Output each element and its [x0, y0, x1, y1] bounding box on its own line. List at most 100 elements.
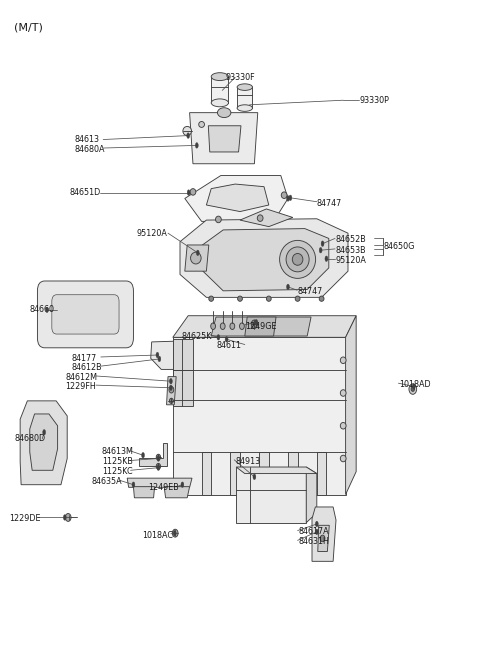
Text: 84617A: 84617A: [299, 527, 329, 536]
Ellipse shape: [281, 192, 287, 198]
Polygon shape: [211, 317, 311, 336]
Text: 84612B: 84612B: [71, 363, 102, 372]
Text: 1018AD: 1018AD: [399, 380, 431, 389]
Text: 93330F: 93330F: [225, 73, 255, 83]
Polygon shape: [245, 317, 276, 336]
Polygon shape: [318, 525, 329, 552]
Text: 84660: 84660: [30, 305, 55, 314]
Ellipse shape: [238, 296, 242, 301]
Polygon shape: [236, 467, 317, 474]
Ellipse shape: [217, 335, 220, 340]
Text: 1018AC: 1018AC: [142, 531, 173, 540]
Ellipse shape: [211, 99, 228, 107]
Ellipse shape: [209, 296, 214, 301]
Polygon shape: [236, 467, 306, 523]
Ellipse shape: [211, 323, 216, 329]
Text: 84613: 84613: [74, 135, 99, 144]
Polygon shape: [133, 487, 155, 498]
Text: (M/T): (M/T): [14, 23, 43, 33]
Text: 84177: 84177: [71, 354, 96, 363]
Ellipse shape: [183, 126, 192, 136]
Text: 93330P: 93330P: [360, 96, 390, 105]
Text: 84747: 84747: [298, 287, 323, 296]
Ellipse shape: [266, 296, 271, 301]
Polygon shape: [173, 316, 356, 337]
Ellipse shape: [240, 323, 244, 329]
Polygon shape: [180, 219, 348, 297]
Text: 84651D: 84651D: [70, 188, 101, 197]
Polygon shape: [208, 126, 241, 152]
Ellipse shape: [230, 323, 235, 329]
Polygon shape: [288, 452, 298, 495]
Ellipse shape: [187, 190, 190, 195]
Ellipse shape: [211, 73, 228, 81]
Ellipse shape: [319, 296, 324, 301]
Text: 84612M: 84612M: [65, 373, 97, 382]
Ellipse shape: [287, 196, 289, 201]
Text: 1229FH: 1229FH: [65, 382, 96, 391]
Ellipse shape: [169, 398, 173, 403]
Text: 84631H: 84631H: [299, 537, 329, 546]
Text: 95120A: 95120A: [137, 229, 168, 238]
Text: 84747: 84747: [317, 198, 342, 208]
Polygon shape: [230, 452, 240, 495]
Text: 1249EB: 1249EB: [148, 483, 179, 493]
Polygon shape: [306, 467, 317, 523]
Text: 84635A: 84635A: [91, 477, 122, 486]
Ellipse shape: [169, 379, 172, 384]
Ellipse shape: [340, 390, 346, 396]
Ellipse shape: [43, 430, 46, 435]
Ellipse shape: [156, 352, 159, 358]
Ellipse shape: [199, 121, 204, 128]
Polygon shape: [139, 443, 167, 466]
Ellipse shape: [173, 531, 176, 536]
FancyBboxPatch shape: [52, 295, 119, 334]
Polygon shape: [127, 478, 192, 487]
Text: 84653B: 84653B: [336, 246, 367, 255]
Polygon shape: [185, 245, 209, 271]
Ellipse shape: [220, 323, 225, 329]
Polygon shape: [190, 113, 258, 164]
Text: 1125KB: 1125KB: [102, 457, 132, 466]
Ellipse shape: [156, 464, 160, 469]
Ellipse shape: [315, 529, 318, 534]
Polygon shape: [317, 452, 326, 495]
Ellipse shape: [253, 474, 256, 479]
Polygon shape: [206, 184, 269, 212]
Ellipse shape: [292, 253, 303, 265]
Ellipse shape: [412, 384, 415, 389]
Text: 1229DE: 1229DE: [10, 514, 41, 523]
Text: 84913: 84913: [235, 457, 260, 466]
Text: 84680D: 84680D: [14, 434, 46, 443]
Ellipse shape: [315, 521, 318, 527]
Ellipse shape: [237, 105, 252, 111]
Ellipse shape: [257, 215, 263, 221]
Text: 84613M: 84613M: [102, 447, 133, 457]
Ellipse shape: [411, 386, 415, 392]
Ellipse shape: [157, 456, 160, 461]
Ellipse shape: [181, 482, 184, 487]
Ellipse shape: [157, 465, 160, 470]
Ellipse shape: [132, 482, 135, 487]
Polygon shape: [20, 401, 67, 485]
Ellipse shape: [63, 515, 66, 520]
Ellipse shape: [320, 535, 325, 542]
Ellipse shape: [187, 133, 190, 138]
Ellipse shape: [169, 386, 174, 393]
Polygon shape: [201, 229, 329, 291]
Ellipse shape: [196, 250, 199, 255]
Ellipse shape: [156, 455, 160, 460]
Polygon shape: [164, 487, 190, 498]
Ellipse shape: [46, 307, 48, 312]
Ellipse shape: [216, 216, 221, 223]
Ellipse shape: [321, 241, 324, 246]
Polygon shape: [202, 452, 211, 495]
Ellipse shape: [340, 422, 346, 429]
Text: 1125KC: 1125KC: [102, 467, 132, 476]
Polygon shape: [185, 176, 288, 221]
Ellipse shape: [409, 384, 417, 394]
Text: 1249GE: 1249GE: [245, 322, 276, 331]
Ellipse shape: [65, 514, 71, 521]
Ellipse shape: [255, 320, 258, 325]
Polygon shape: [173, 339, 193, 406]
